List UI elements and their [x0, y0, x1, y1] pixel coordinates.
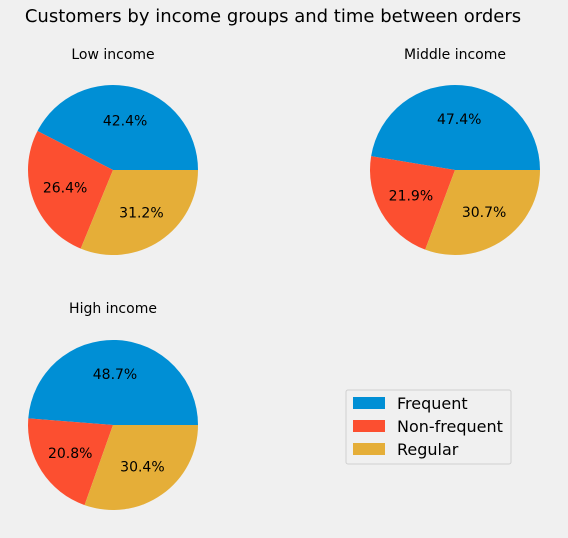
pct-label-frequent: 48.7% — [93, 367, 137, 383]
pct-label-regular: 30.4% — [120, 460, 164, 476]
legend-label-regular: Regular — [397, 440, 459, 459]
pct-label-frequent: 42.4% — [103, 113, 147, 129]
pie-low-income: Low income 42.4% 26.4% 31.2% — [28, 47, 198, 255]
pct-label-non-frequent: 26.4% — [43, 181, 87, 197]
pct-label-regular: 30.7% — [462, 205, 506, 221]
legend: Frequent Non-frequent Regular — [346, 390, 511, 464]
legend-swatch-non-frequent — [353, 420, 385, 432]
pct-label-frequent: 47.4% — [437, 112, 481, 128]
pie-title: Middle income — [404, 47, 506, 63]
pie-high-income: High income 48.7% 20.8% 30.4% — [28, 301, 198, 510]
figure-title: Customers by income groups and time betw… — [25, 6, 521, 27]
pct-label-regular: 31.2% — [119, 205, 163, 221]
pct-label-non-frequent: 20.8% — [48, 446, 92, 462]
legend-label-frequent: Frequent — [397, 394, 468, 413]
legend-swatch-frequent — [353, 397, 385, 409]
legend-swatch-regular — [353, 443, 385, 455]
pct-label-non-frequent: 21.9% — [389, 189, 433, 205]
pie-title: Low income — [71, 47, 154, 63]
pie-middle-income: Middle income 47.4% 21.9% 30.7% — [370, 47, 540, 255]
pie-title: High income — [69, 301, 157, 317]
legend-label-non-frequent: Non-frequent — [397, 417, 503, 436]
